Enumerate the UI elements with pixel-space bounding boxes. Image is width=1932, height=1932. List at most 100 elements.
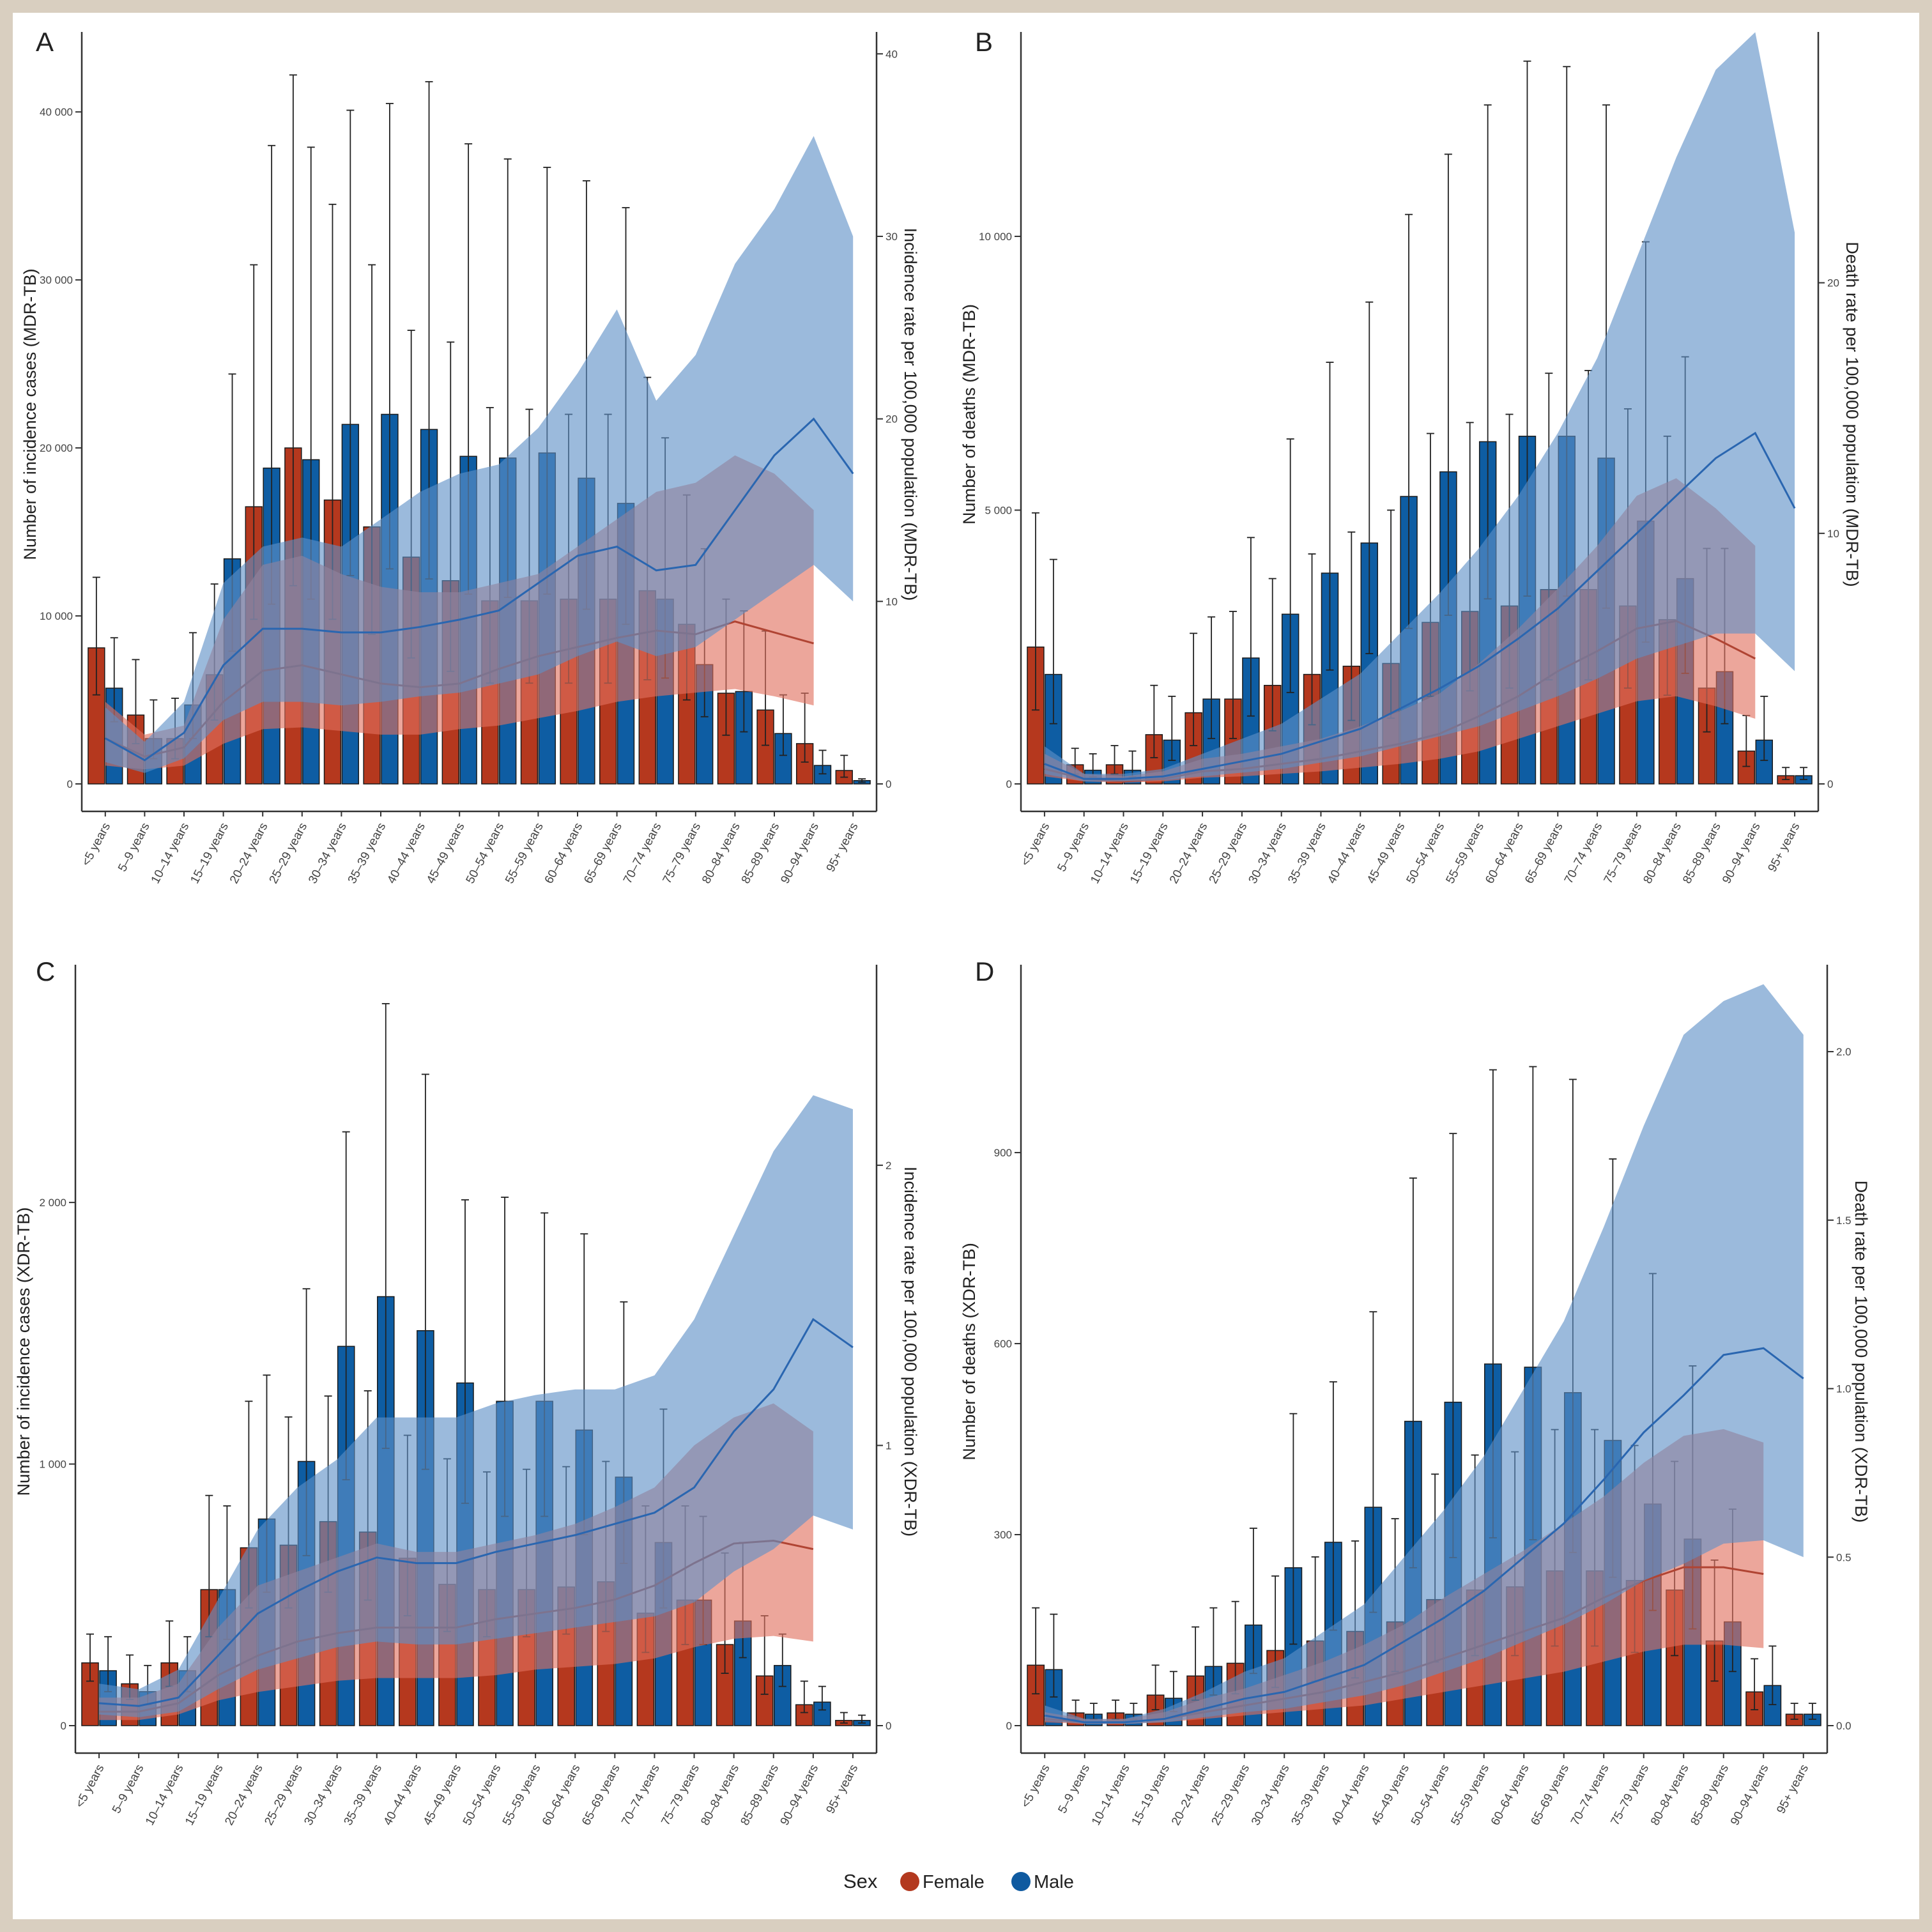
rate-line-male (1044, 431, 1796, 780)
y-tick-label: 0 (67, 778, 73, 790)
y2-tick-label: 20 (1827, 277, 1839, 289)
y2-tick-label: 2 (885, 1160, 891, 1172)
x-tick-label: 75–79 years (1609, 1762, 1652, 1827)
legend-title: Sex (843, 1870, 878, 1892)
legend-label-male: Male (1034, 1872, 1074, 1892)
x-tick-label: 95+ years (1774, 1762, 1811, 1816)
panel-a: A 0 10 000 20 000 30 000 40 000 0 10 20 30 40 Numbe… (20, 27, 920, 886)
x-tick-label: 75–79 years (1602, 820, 1645, 885)
x-tick-label: 75–79 years (661, 820, 704, 885)
x-tick-label: 55–59 years (1449, 1762, 1492, 1827)
bar-female (1027, 646, 1045, 785)
x-tick-label: 35–39 years (342, 1762, 385, 1827)
y-tick-label: 20 000 (40, 442, 73, 454)
x-tick-label: <5 years (79, 820, 113, 868)
x-tick-label: 55–59 years (500, 1762, 544, 1827)
x-tick-label: 20–24 years (1167, 820, 1211, 885)
x-tick-label: 65–69 years (579, 1762, 623, 1827)
x-tick-label: 70–74 years (1562, 820, 1606, 885)
legend-swatch-male (1011, 1872, 1031, 1891)
x-tick-label: 80–84 years (698, 1762, 742, 1827)
rate-line-male (105, 417, 854, 762)
y-tick-label: 300 (994, 1529, 1012, 1541)
x-tick-label: 15–19 years (1128, 820, 1171, 885)
panel-d: D 0 300 600 900 0.0 0.5 1.0 1.5 2.0 Number of deat… (960, 956, 1871, 1828)
x-tick-label: 40–44 years (385, 820, 428, 885)
rate-band-male (105, 135, 854, 773)
x-tick-label: 5–9 years (116, 820, 153, 874)
x-tick-label: 90–94 years (778, 1762, 822, 1827)
y-tick-label: 10 000 (40, 610, 73, 622)
x-tick-label: 80–84 years (1648, 1762, 1692, 1827)
y2-tick-label: 0.5 (1836, 1551, 1851, 1563)
x-tick-label: 70–74 years (619, 1762, 663, 1827)
y2-tick-label: 0.0 (1836, 1720, 1851, 1732)
rate-band-male (1045, 984, 1804, 1724)
x-tick-label: 90–94 years (1720, 820, 1763, 885)
y2-axis-title: Incidence rate per 100,000 population (M… (901, 228, 920, 601)
x-tick-label: 20–24 years (222, 1762, 266, 1827)
x-tick-label: 85–89 years (1680, 820, 1724, 885)
rate-line-male (98, 1317, 854, 1707)
x-tick-label: 20–24 years (1169, 1762, 1213, 1827)
x-tick-label: 45–49 years (1365, 820, 1408, 885)
legend-label-female: Female (923, 1872, 985, 1892)
x-tick-label: 5–9 years (110, 1762, 147, 1816)
rate-band-male (1044, 32, 1795, 782)
rate-band-female (1044, 478, 1756, 783)
y-tick-label: 1 000 (39, 1459, 66, 1471)
x-tick-label: 35–39 years (1289, 1762, 1333, 1827)
panel-letter: D (975, 956, 994, 986)
x-tick-label: 60–64 years (1483, 820, 1526, 885)
x-tick-label: 10–14 years (1088, 820, 1131, 885)
x-tick-label: 25–29 years (262, 1762, 305, 1827)
x-tick-label: 40–44 years (1325, 820, 1368, 885)
x-tick-label: 40–44 years (381, 1762, 425, 1827)
y2-tick-label: 2.0 (1836, 1046, 1851, 1058)
x-tick-label: 45–49 years (421, 1762, 464, 1827)
x-tick-label: 25–29 years (1207, 820, 1250, 885)
y-axis-title: Number of deaths (XDR-TB) (960, 1243, 979, 1460)
y2-axis-title: Incidence rate per 100,000 population (X… (901, 1167, 920, 1537)
y2-tick-label: 1 (885, 1439, 891, 1452)
legend-swatch-female (900, 1872, 919, 1891)
x-tick-label: 15–19 years (183, 1762, 226, 1827)
y2-axis-title: Death rate per 100,000 population (MDR-T… (1843, 241, 1862, 586)
x-tick-label: 60–64 years (542, 820, 586, 885)
x-tick-label: 55–59 years (503, 820, 546, 885)
bar-male (1763, 1685, 1782, 1726)
x-tick-label: 30–34 years (1249, 1762, 1292, 1827)
x-tick-label: 80–84 years (1641, 820, 1684, 885)
y-tick-label: 30 000 (40, 274, 73, 286)
x-tick-label: 90–94 years (778, 820, 822, 885)
x-tick-label: 10–14 years (149, 820, 192, 885)
y-tick-label: 2 000 (39, 1197, 66, 1209)
x-tick-label: 50–54 years (1404, 820, 1448, 885)
x-tick-label: 95+ years (824, 820, 861, 874)
y2-tick-label: 30 (885, 231, 898, 243)
x-tick-label: 35–39 years (346, 820, 389, 885)
x-tick-label: 35–39 years (1285, 820, 1329, 885)
y-tick-label: 40 000 (40, 106, 73, 118)
y2-tick-label: 0 (885, 1720, 891, 1732)
x-tick-label: 25–29 years (1209, 1762, 1253, 1827)
y2-tick-label: 20 (885, 413, 898, 425)
x-tick-label: <5 years (1018, 820, 1052, 868)
rate-line-male (1045, 1347, 1804, 1724)
y-tick-label: 900 (994, 1147, 1012, 1159)
y-tick-label: 5 000 (985, 504, 1012, 516)
x-tick-label: 10–14 years (1089, 1762, 1133, 1827)
y-tick-label: 0 (61, 1720, 66, 1732)
y-tick-label: 10 000 (979, 231, 1012, 243)
y2-tick-label: 0 (885, 778, 891, 790)
y2-axis-title: Death rate per 100,000 population (XDR-T… (1851, 1181, 1871, 1523)
x-tick-label: 15–19 years (188, 820, 231, 885)
x-tick-label: 95+ years (824, 1762, 861, 1816)
x-tick-label: 60–64 years (1489, 1762, 1532, 1827)
y2-tick-label: 1.5 (1836, 1215, 1851, 1227)
y-tick-label: 0 (1006, 1720, 1012, 1732)
x-tick-label: 75–79 years (659, 1762, 702, 1827)
y-tick-label: 0 (1006, 778, 1012, 790)
x-tick-label: 30–34 years (302, 1762, 345, 1827)
x-tick-label: 40–44 years (1329, 1762, 1372, 1827)
